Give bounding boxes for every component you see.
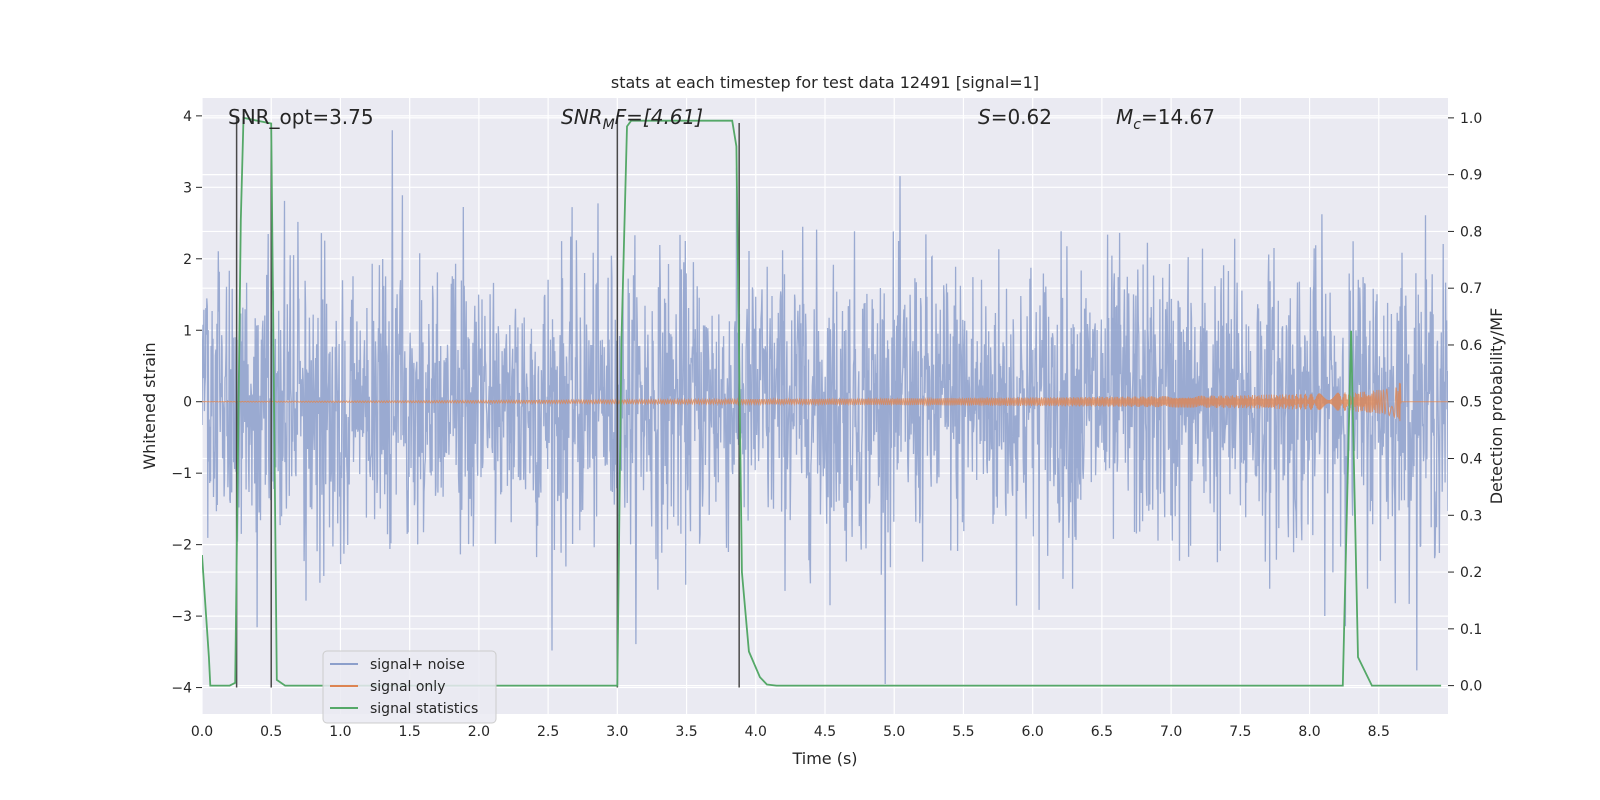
annotations: SNR_opt=3.75 SNRMF=[4.61] S=0.62 Mc=14.6… [228,105,1215,133]
x-tick-label: 8.5 [1368,724,1390,740]
left-y-tick-label: −1 [171,466,192,482]
chart-title: stats at each timestep for test data 124… [611,73,1039,92]
x-axis-ticks: 0.0 0.5 1.0 1.5 2.0 2.5 3.0 3.5 4.0 4.5 5.0 5.5 6.0 6… [191,724,1390,740]
series-signal-plus-noise [202,130,1448,685]
annotation-mc-sub: c [1133,117,1141,133]
left-y-tick-label: 3 [183,180,192,196]
x-tick-label: 6.0 [1022,724,1044,740]
right-y-tick-label: 0.4 [1460,452,1482,468]
left-y-tick-label: −2 [171,538,192,554]
annotation-mc-var: M [1116,105,1133,129]
annotation-mc: Mc=14.67 [1116,105,1215,133]
right-y-tick-label: 0.0 [1460,679,1482,695]
right-y-tick-label: 0.5 [1460,395,1482,411]
left-y-tick-label: 1 [183,323,192,339]
x-tick-label: 5.0 [883,724,905,740]
legend-box [322,650,497,724]
annotation-snr-mf-rest: F=[4.61] [615,105,703,129]
right-y-tick-label: 0.2 [1460,565,1482,581]
left-y-tick-label: −3 [171,609,192,625]
x-tick-label: 0.5 [260,724,282,740]
right-y-tick-label: 0.3 [1460,508,1482,524]
annotation-snr-mf: SNRMF=[4.61] [561,105,703,133]
left-y-axis-label: Whitened strain [140,342,159,469]
x-tick-label: 1.0 [329,724,351,740]
right-y-tick-label: 0.9 [1460,168,1482,184]
x-tick-label: 4.0 [745,724,767,740]
x-axis-label: Time (s) [791,749,857,768]
annotation-mc-rest: =14.67 [1141,105,1215,129]
left-y-tick-label: 4 [183,109,192,125]
legend: signal+ noise signal only signal statist… [322,650,497,724]
annotation-snr-mf-var: SNR [561,105,603,129]
x-tick-label: 7.5 [1229,724,1251,740]
x-tick-label: 4.5 [814,724,836,740]
legend-label-signal-statistics: signal statistics [370,701,478,717]
x-tick-label: 6.5 [1091,724,1113,740]
x-tick-label: 1.5 [399,724,421,740]
x-tick-label: 5.5 [952,724,974,740]
legend-label-signal-only: signal only [370,679,445,695]
left-y-tick-label: 0 [183,395,192,411]
right-y-tick-label: 0.6 [1460,338,1482,354]
annotation-snr-mf-sub: M [603,117,615,133]
right-y-tick-label: 0.1 [1460,622,1482,638]
legend-label-signal-plus-noise: signal+ noise [370,657,465,673]
right-y-axis-label: Detection probability/MF [1487,308,1506,505]
annotation-s: S=0.62 [978,105,1052,129]
series-signal-only [202,382,1448,422]
x-tick-label: 7.0 [1160,724,1182,740]
x-tick-label: 8.0 [1298,724,1320,740]
annotation-snr-opt: SNR_opt=3.75 [228,105,374,129]
left-y-axis-ticks: 4 3 2 1 0 −1 −2 −3 −4 [171,109,202,697]
right-y-tick-label: 0.7 [1460,281,1482,297]
left-y-tick-label: −4 [171,681,192,697]
right-y-tick-label: 0.8 [1460,224,1482,240]
annotation-s-var: S [978,105,991,129]
series-signal-statistics [202,116,1442,687]
x-tick-label: 2.5 [537,724,559,740]
x-tick-label: 3.5 [675,724,697,740]
right-y-tick-label: 1.0 [1460,111,1482,127]
x-tick-label: 3.0 [606,724,628,740]
x-tick-label: 2.0 [468,724,490,740]
x-tick-label: 0.0 [191,724,213,740]
right-y-axis-ticks: 1.0 0.9 0.8 0.7 0.6 0.5 0.4 0.3 0.2 0.1 0.0 [1448,111,1482,695]
annotation-s-rest: =0.62 [991,105,1052,129]
left-y-tick-label: 2 [183,252,192,268]
